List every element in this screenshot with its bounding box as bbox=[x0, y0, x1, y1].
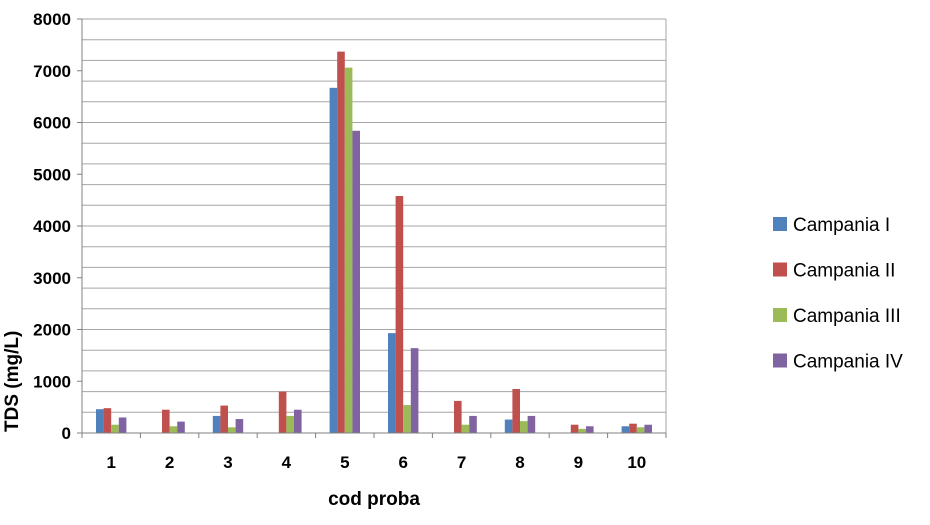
x-tick-label: 10 bbox=[627, 453, 646, 472]
bar bbox=[286, 415, 294, 433]
bar bbox=[118, 417, 127, 433]
y-tick-label: 6000 bbox=[33, 114, 71, 133]
legend-swatch bbox=[773, 353, 787, 368]
y-tick-label: 3000 bbox=[33, 269, 71, 288]
bar bbox=[220, 405, 228, 433]
x-tick-label: 2 bbox=[165, 453, 174, 472]
bar bbox=[636, 427, 645, 433]
x-axis-title: cod proba bbox=[328, 489, 420, 510]
bar bbox=[329, 87, 338, 433]
bar bbox=[629, 423, 637, 433]
y-tick-label: 7000 bbox=[33, 62, 71, 81]
bar bbox=[461, 424, 470, 433]
legend-label: Campania II bbox=[793, 261, 895, 282]
legend-label: Campania IV bbox=[793, 352, 903, 373]
x-tick-label: 5 bbox=[340, 453, 349, 472]
y-tick-label: 2000 bbox=[33, 321, 71, 340]
x-tick-label: 4 bbox=[282, 453, 292, 472]
x-tick-label: 7 bbox=[457, 453, 466, 472]
bar bbox=[228, 427, 236, 433]
x-tick-label: 6 bbox=[398, 453, 407, 472]
legend-swatch bbox=[773, 262, 787, 277]
bar bbox=[586, 426, 594, 433]
y-axis-title: TDS (mg/L) bbox=[2, 331, 23, 432]
legend-item: Campania I bbox=[773, 215, 890, 236]
y-tick-label: 1000 bbox=[33, 372, 71, 391]
bars bbox=[96, 51, 652, 434]
x-tick-label: 8 bbox=[515, 453, 524, 472]
x-tick-label: 9 bbox=[574, 453, 583, 472]
bar bbox=[570, 424, 579, 433]
legend-swatch bbox=[773, 217, 787, 231]
x-tick-label: 3 bbox=[223, 453, 232, 472]
bar bbox=[454, 400, 462, 433]
bar bbox=[578, 428, 586, 433]
x-tick-label: 1 bbox=[106, 453, 115, 472]
bar bbox=[512, 389, 520, 433]
bar bbox=[177, 421, 185, 433]
bar bbox=[403, 405, 411, 433]
bar bbox=[352, 130, 360, 433]
legend-label: Campania III bbox=[793, 306, 901, 327]
legend-item: Campania III bbox=[773, 306, 901, 327]
y-tick-label: 8000 bbox=[33, 10, 71, 29]
bar bbox=[169, 426, 178, 433]
bar bbox=[212, 415, 221, 433]
y-tick-labels: 0 1000 2000 3000 4000 5000 6000 7000 8000 bbox=[33, 10, 71, 443]
y-tick-label: 4000 bbox=[33, 217, 71, 236]
bar bbox=[388, 333, 396, 433]
bar bbox=[395, 195, 404, 433]
legend-item: Campania II bbox=[773, 261, 895, 282]
y-tick-label: 5000 bbox=[33, 165, 71, 184]
bar bbox=[337, 51, 345, 433]
legend: Campania I Campania II Campania III Campani… bbox=[773, 215, 903, 373]
bar bbox=[527, 415, 536, 433]
bar bbox=[504, 419, 513, 433]
y-tick-label: 0 bbox=[62, 424, 71, 443]
bar bbox=[162, 409, 170, 433]
legend-swatch bbox=[773, 308, 787, 322]
bar bbox=[111, 424, 119, 433]
bar bbox=[96, 409, 104, 433]
bar bbox=[294, 409, 302, 433]
bar bbox=[520, 421, 528, 433]
bar bbox=[644, 424, 652, 433]
bar bbox=[410, 348, 419, 433]
bar bbox=[469, 415, 477, 433]
legend-label: Campania I bbox=[793, 215, 890, 236]
bar bbox=[235, 419, 244, 433]
bar bbox=[103, 408, 112, 433]
grid-lines bbox=[82, 18, 667, 434]
bar bbox=[278, 391, 287, 433]
x-tick-labels: 1 2 3 4 5 6 7 8 9 10 bbox=[106, 453, 646, 472]
bar bbox=[621, 426, 630, 433]
axes bbox=[77, 18, 667, 438]
bar bbox=[344, 67, 353, 434]
legend-item: Campania IV bbox=[773, 352, 903, 373]
